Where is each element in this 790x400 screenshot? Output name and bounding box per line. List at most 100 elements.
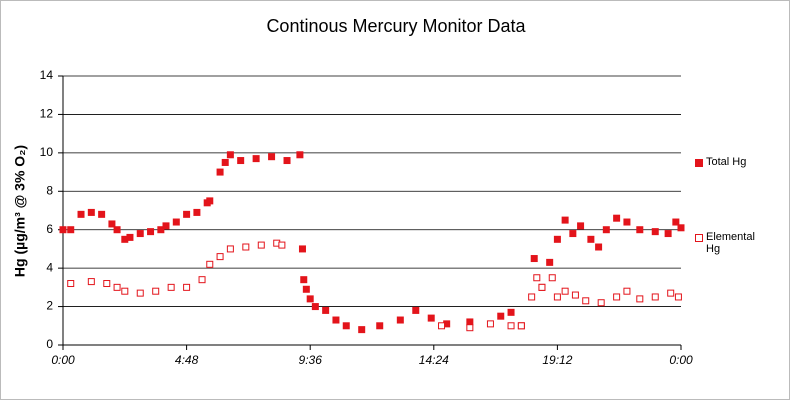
data-point — [322, 306, 330, 314]
y-tick-label: 6 — [46, 222, 53, 236]
data-point — [623, 218, 631, 226]
data-point — [183, 283, 191, 291]
data-point — [571, 291, 579, 299]
data-point — [298, 245, 306, 253]
data-point — [113, 283, 121, 291]
data-point — [548, 274, 556, 282]
data-point — [242, 243, 250, 251]
legend-label: Elemental Hg — [706, 231, 755, 255]
data-point — [77, 210, 85, 218]
data-point — [67, 226, 75, 234]
data-point — [136, 289, 144, 297]
y-tick-label: 12 — [40, 107, 54, 121]
data-point — [376, 322, 384, 330]
data-point — [342, 322, 350, 330]
data-point — [87, 208, 95, 216]
legend-swatch — [695, 159, 703, 167]
data-point — [67, 280, 75, 288]
data-point — [147, 228, 155, 236]
data-point — [358, 326, 366, 334]
data-point — [546, 258, 554, 266]
data-point — [98, 210, 106, 218]
data-point — [306, 295, 314, 303]
data-point — [636, 295, 644, 303]
data-point — [167, 283, 175, 291]
data-point — [507, 322, 515, 330]
data-point — [216, 168, 224, 176]
x-tick-label: 0:00 — [51, 353, 75, 367]
data-point — [623, 287, 631, 295]
data-point — [108, 220, 116, 228]
data-point — [613, 293, 621, 301]
data-point — [538, 283, 546, 291]
data-point — [530, 255, 538, 263]
data-point — [667, 289, 675, 297]
data-point — [651, 293, 659, 301]
data-point — [332, 316, 340, 324]
data-point — [396, 316, 404, 324]
data-point — [257, 241, 265, 249]
data-point — [466, 318, 474, 326]
data-point — [113, 226, 121, 234]
data-point — [553, 293, 561, 301]
data-point — [553, 235, 561, 243]
data-point — [533, 274, 541, 282]
data-point — [672, 218, 680, 226]
data-point — [136, 230, 144, 238]
data-point — [569, 230, 577, 238]
data-point — [226, 151, 234, 159]
data-point — [300, 276, 308, 284]
data-point — [528, 293, 536, 301]
data-point — [59, 226, 67, 234]
chart-title: Continous Mercury Monitor Data — [266, 16, 526, 36]
data-point — [296, 151, 304, 159]
data-point — [216, 253, 224, 261]
data-point — [283, 157, 291, 165]
x-tick-label: 9:36 — [299, 353, 323, 367]
data-point — [602, 226, 610, 234]
data-point — [577, 222, 585, 230]
data-point — [302, 285, 310, 293]
y-tick-label: 0 — [46, 337, 53, 351]
legend-swatch — [695, 234, 703, 242]
x-tick-label: 19:12 — [542, 353, 572, 367]
data-point — [497, 312, 505, 320]
data-point — [636, 226, 644, 234]
data-point — [121, 287, 129, 295]
x-tick-label: 0:00 — [669, 353, 693, 367]
data-point — [412, 306, 420, 314]
data-point — [126, 233, 134, 241]
data-point — [221, 158, 229, 166]
y-axis-label: Hg (µg/m³ @ 3% O₂) — [12, 145, 28, 277]
data-point — [427, 314, 435, 322]
data-point — [466, 324, 474, 332]
legend-item: Total Hg — [695, 156, 775, 168]
data-point — [252, 155, 260, 163]
x-tick-label: 4:48 — [175, 353, 199, 367]
y-tick-label: 8 — [46, 183, 53, 197]
data-point — [595, 243, 603, 251]
data-point — [311, 303, 319, 311]
data-point — [438, 322, 446, 330]
data-point — [152, 287, 160, 295]
x-tick-label: 14:24 — [419, 353, 449, 367]
legend-label: Total Hg — [706, 156, 747, 168]
data-point — [651, 228, 659, 236]
y-tick-label: 10 — [40, 145, 54, 159]
data-point — [674, 293, 682, 301]
y-tick-label: 4 — [46, 260, 53, 274]
legend-item: Elemental Hg — [695, 231, 765, 255]
data-point — [103, 280, 111, 288]
data-point — [206, 197, 214, 205]
y-tick-label: 2 — [46, 299, 53, 313]
data-point — [664, 230, 672, 238]
data-point — [613, 214, 621, 222]
data-point — [237, 157, 245, 165]
data-point — [268, 153, 276, 161]
data-point — [677, 224, 685, 232]
data-point — [206, 260, 214, 268]
data-point — [587, 235, 595, 243]
y-tick-label: 14 — [40, 68, 54, 82]
